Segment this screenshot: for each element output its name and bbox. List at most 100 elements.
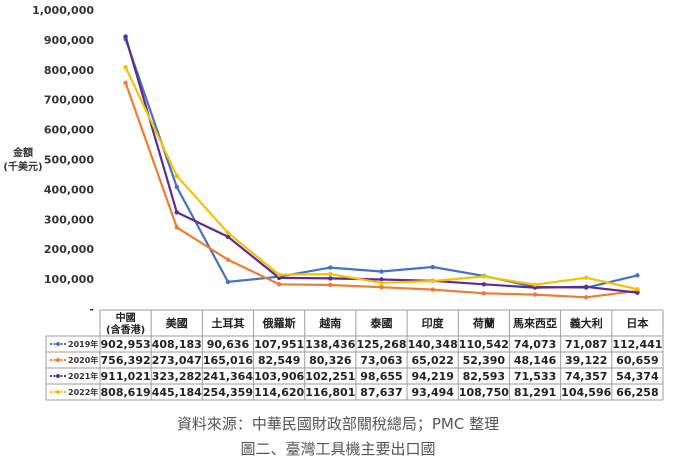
data-point [481, 291, 487, 296]
y-axis-title: 金額 [12, 146, 33, 159]
data-point [174, 225, 179, 230]
data-value-label: 82,549 [258, 354, 300, 367]
data-value-label: 54,374 [616, 370, 659, 383]
y-tick-label: 200,000 [44, 243, 94, 256]
data-point [276, 275, 282, 281]
data-point [225, 230, 231, 236]
category-label: 俄羅斯 [262, 316, 296, 330]
data-value-label: 165,016 [203, 354, 253, 367]
data-point [225, 234, 231, 240]
y-tick-label: 800,000 [44, 64, 94, 77]
data-point [430, 278, 435, 284]
data-point [225, 257, 231, 262]
data-point [174, 184, 179, 190]
data-point [584, 284, 589, 289]
data-value-label: 65,022 [411, 354, 453, 367]
data-value-label: 39,122 [565, 354, 607, 367]
data-value-label: 112,441 [612, 338, 662, 351]
category-label: 義大利 [570, 316, 603, 330]
data-point [430, 264, 435, 270]
data-value-label: 82,593 [463, 370, 505, 383]
data-point [584, 275, 589, 280]
data-value-label: 902,953 [101, 338, 151, 351]
data-point [276, 282, 282, 287]
data-point [328, 282, 333, 288]
data-point [635, 286, 640, 292]
data-value-label: 103,906 [254, 370, 304, 383]
data-point [123, 80, 128, 86]
legend-label: 2019年 [68, 339, 98, 349]
data-value-label: 81,291 [514, 386, 556, 399]
data-point [123, 65, 128, 70]
line-chart: 1,000,000 900,000 800,000 700,000 600,000 500… [3, 4, 664, 401]
data-value-label: 140,348 [408, 338, 458, 351]
data-value-label: 74,073 [514, 338, 556, 351]
data-value-label: 808,619 [101, 386, 151, 399]
legend-label: 2022年 [68, 387, 98, 397]
category-label: (含香港) [106, 323, 145, 336]
data-value-label: 138,436 [305, 338, 355, 351]
data-value-label: 241,364 [203, 370, 253, 383]
y-tick-label: 300,000 [44, 213, 94, 226]
category-label: 美國 [166, 316, 188, 330]
y-tick-label: - [89, 303, 94, 316]
legend-key-marker [56, 358, 60, 362]
data-value-label: 107,951 [254, 338, 304, 351]
data-value-label: 323,282 [152, 370, 202, 383]
data-value-label: 110,542 [459, 338, 509, 351]
series-line [124, 38, 638, 289]
category-label: 日本 [626, 316, 648, 330]
y-tick-label: 1,000,000 [32, 4, 94, 17]
data-point [532, 282, 538, 287]
data-value-label: 80,326 [309, 354, 352, 367]
category-label: 泰國 [370, 316, 393, 330]
data-point [635, 273, 640, 278]
data-point [379, 284, 384, 290]
data-value-label: 71,087 [565, 338, 607, 351]
data-point [481, 282, 487, 287]
y-tick-label: 400,000 [44, 183, 94, 196]
data-value-label: 48,146 [514, 354, 557, 367]
figure-title: 圖二、臺灣工具機主要出口國 [240, 440, 436, 458]
data-point [123, 34, 128, 39]
data-value-label: 66,258 [616, 386, 658, 399]
data-point [481, 274, 487, 279]
data-point [328, 276, 333, 281]
category-label: 越南 [318, 316, 341, 330]
series-line [124, 36, 638, 294]
data-value-label: 445,184 [152, 386, 202, 399]
legend-label: 2021年 [68, 371, 98, 381]
data-point [430, 287, 435, 292]
data-value-label: 125,268 [356, 338, 406, 351]
category-label: 馬來西亞 [513, 316, 557, 330]
data-value-label: 108,750 [459, 386, 509, 399]
data-value-label: 408,183 [152, 338, 202, 351]
data-value-label: 98,655 [360, 370, 402, 383]
data-value-label: 911,021 [101, 370, 151, 383]
data-value-label: 273,047 [152, 354, 202, 367]
y-tick-label: 100,000 [44, 273, 94, 286]
legend-label: 2020年 [68, 355, 98, 365]
source-note: 資料來源：中華民國財政部關稅總局；PMC 整理 [176, 415, 500, 433]
y-tick-label: 500,000 [44, 154, 94, 167]
data-point [584, 295, 589, 300]
data-value-label: 94,219 [411, 370, 453, 383]
data-value-label: 90,636 [207, 338, 250, 351]
data-point [328, 265, 333, 270]
data-value-label: 114,620 [254, 386, 304, 399]
data-value-label: 102,251 [305, 370, 355, 383]
legend-key-marker [56, 390, 60, 394]
data-value-label: 254,359 [203, 386, 253, 399]
y-tick-label: 600,000 [44, 124, 94, 137]
series-line [124, 82, 638, 299]
category-label: 印度 [422, 316, 445, 330]
data-point [379, 280, 384, 285]
data-value-label: 756,392 [101, 354, 151, 367]
series-line [124, 66, 638, 291]
category-label: 土耳其 [211, 316, 244, 330]
legend-key-marker [56, 374, 60, 378]
data-value-label: 52,390 [463, 354, 506, 367]
data-value-label: 73,063 [360, 354, 402, 367]
data-value-label: 74,357 [565, 370, 607, 383]
data-point [174, 210, 179, 215]
